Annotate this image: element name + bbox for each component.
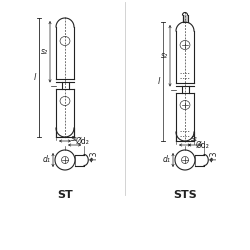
Text: s₂: s₂ bbox=[41, 47, 48, 56]
Text: s₂: s₂ bbox=[161, 51, 168, 60]
Text: s₁: s₁ bbox=[71, 134, 78, 143]
Text: ST: ST bbox=[57, 190, 73, 200]
Text: Ød₂: Ød₂ bbox=[76, 136, 90, 145]
Text: l·3: l·3 bbox=[89, 150, 98, 160]
Text: l: l bbox=[158, 77, 160, 86]
Text: STS: STS bbox=[173, 190, 197, 200]
Text: d₁: d₁ bbox=[163, 156, 171, 164]
Text: l: l bbox=[34, 73, 36, 82]
Text: Ød₂: Ød₂ bbox=[196, 140, 210, 149]
Text: l·3: l·3 bbox=[209, 150, 218, 160]
Text: d₁: d₁ bbox=[43, 156, 51, 164]
Text: s₁: s₁ bbox=[191, 134, 198, 143]
